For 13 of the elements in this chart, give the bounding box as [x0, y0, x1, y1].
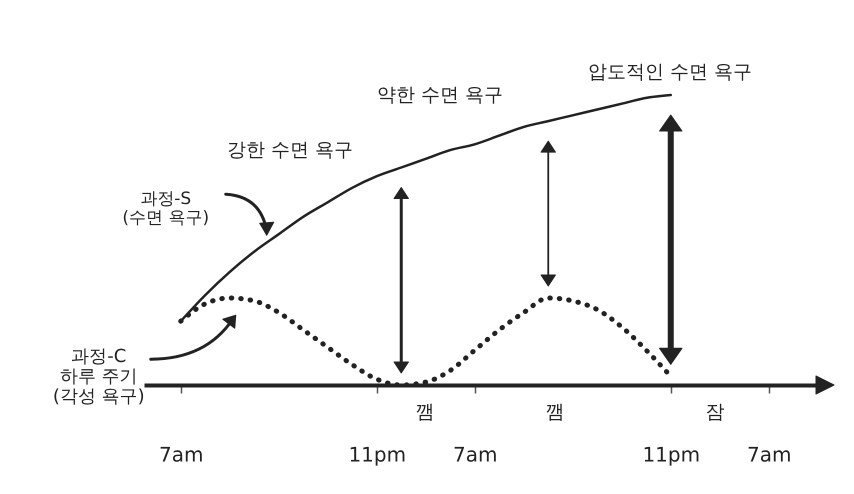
text: 깸: [416, 401, 434, 423]
x-tick-label: 7am: [453, 442, 498, 466]
text: 압도적인 수면 욕구: [588, 61, 752, 83]
text: 잠: [706, 401, 724, 423]
x-tick-label: 11pm: [348, 442, 406, 466]
x-tick-label: 7am: [747, 442, 792, 466]
legend-label: 과정-S (수면 욕구): [122, 189, 210, 228]
x-tick-label: 11pm: [642, 442, 700, 466]
x-tick-label: 7am: [159, 442, 204, 466]
text: 깸: [546, 401, 564, 423]
text: 과정-C 하루 주기 (각성 욕구): [52, 346, 145, 408]
annotation: 약한 수면 욕구: [376, 84, 504, 106]
annotation: 강한 수면 욕구: [226, 139, 354, 161]
